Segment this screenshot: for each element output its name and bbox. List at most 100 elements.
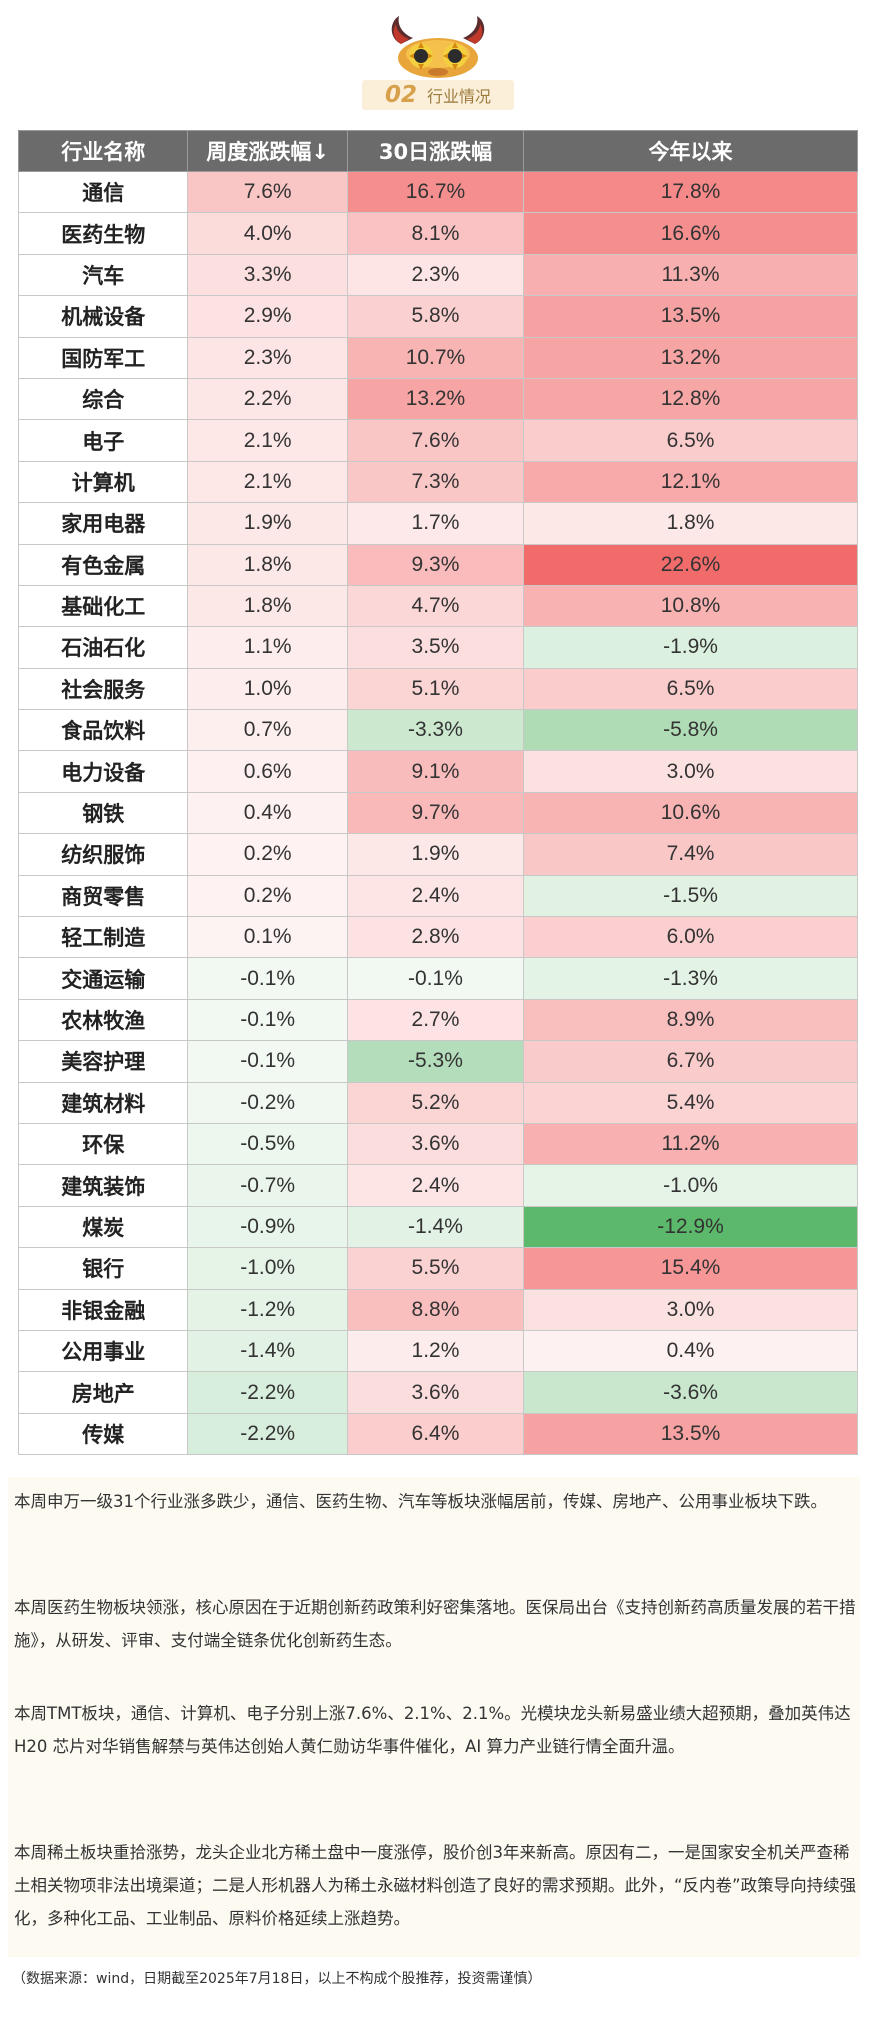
ytd-change-cell: 10.8% — [523, 584, 858, 628]
ytd-change-cell: -1.5% — [523, 874, 858, 918]
30d-change-cell: 4.7% — [346, 584, 525, 628]
30d-change-cell: -3.3% — [346, 709, 525, 752]
weekly-change-cell: 0.2% — [187, 874, 348, 918]
30d-change-cell: -0.1% — [346, 957, 525, 1000]
industry-name-cell: 钢铁 — [17, 791, 189, 835]
table-row: 机械设备 2.9% 5.8% 13.5% — [17, 295, 858, 338]
30d-change-cell: 2.8% — [346, 916, 525, 959]
30d-change-cell: 2.4% — [346, 874, 525, 918]
weekly-change-cell: -0.5% — [187, 1122, 348, 1166]
table-row: 有色金属 1.8% 9.3% 22.6% — [17, 543, 858, 586]
ytd-change-cell: -1.9% — [523, 626, 858, 669]
industry-name-cell: 医药生物 — [17, 212, 189, 255]
industry-name-cell: 建筑材料 — [17, 1081, 189, 1124]
table-row: 商贸零售 0.2% 2.4% -1.5% — [17, 874, 858, 918]
weekly-change-cell: 1.1% — [187, 626, 348, 669]
30d-change-cell: 3.6% — [346, 1371, 525, 1414]
ytd-change-cell: 13.2% — [523, 336, 858, 379]
ytd-change-cell: -5.8% — [523, 709, 858, 752]
industry-name-cell: 社会服务 — [17, 667, 189, 711]
ytd-change-cell: -12.9% — [523, 1205, 858, 1249]
weekly-change-cell: 2.3% — [187, 336, 348, 379]
table-row: 基础化工 1.8% 4.7% 10.8% — [17, 584, 858, 628]
ytd-change-cell: 16.6% — [523, 212, 858, 255]
industry-name-cell: 交通运输 — [17, 957, 189, 1000]
header-30d-change[interactable]: 30日涨跌幅 — [346, 130, 525, 172]
30d-change-cell: 5.2% — [346, 1081, 525, 1124]
ytd-change-cell: 11.3% — [523, 253, 858, 297]
ytd-change-cell: 8.9% — [523, 998, 858, 1042]
weekly-change-cell: 4.0% — [187, 212, 348, 255]
ytd-change-cell: 13.5% — [523, 1412, 858, 1456]
table-row: 建筑材料 -0.2% 5.2% 5.4% — [17, 1081, 858, 1124]
table-row: 环保 -0.5% 3.6% 11.2% — [17, 1122, 858, 1166]
ytd-change-cell: -1.3% — [523, 957, 858, 1000]
weekly-change-cell: -1.0% — [187, 1247, 348, 1290]
table-row: 轻工制造 0.1% 2.8% 6.0% — [17, 916, 858, 959]
ytd-change-cell: 6.5% — [523, 419, 858, 462]
30d-change-cell: 16.7% — [346, 170, 525, 214]
paragraph-pharma: 本周医药生物板块领涨，核心原因在于近期创新药政策利好密集落地。医保局出台《支持创… — [14, 1598, 856, 1650]
table-row: 农林牧渔 -0.1% 2.7% 8.9% — [17, 998, 858, 1042]
ytd-change-cell: -3.6% — [523, 1371, 858, 1414]
weekly-change-cell: -0.2% — [187, 1081, 348, 1124]
table-row: 钢铁 0.4% 9.7% 10.6% — [17, 791, 858, 835]
weekly-change-cell: 0.6% — [187, 750, 348, 793]
industry-name-cell: 计算机 — [17, 460, 189, 504]
table-row: 公用事业 -1.4% 1.2% 0.4% — [17, 1329, 858, 1373]
table-row: 交通运输 -0.1% -0.1% -1.3% — [17, 957, 858, 1000]
section-title: 行业情况 — [427, 87, 492, 106]
weekly-change-cell: -1.4% — [187, 1329, 348, 1373]
industry-name-cell: 电子 — [17, 419, 189, 462]
header-weekly-change[interactable]: 周度涨跌幅↓ — [187, 130, 348, 172]
table-row: 汽车 3.3% 2.3% 11.3% — [17, 253, 858, 297]
industry-name-cell: 纺织服饰 — [17, 833, 189, 876]
industry-name-cell: 煤炭 — [17, 1205, 189, 1249]
ytd-change-cell: 5.4% — [523, 1081, 858, 1124]
30d-change-cell: 13.2% — [346, 377, 525, 421]
30d-change-cell: 2.7% — [346, 998, 525, 1042]
table-row: 美容护理 -0.1% -5.3% 6.7% — [17, 1040, 858, 1083]
table-row: 国防军工 2.3% 10.7% 13.2% — [17, 336, 858, 379]
table-header-row: 行业名称 周度涨跌幅↓ 30日涨跌幅 今年以来 — [17, 130, 858, 172]
industry-name-cell: 通信 — [17, 170, 189, 214]
industry-name-cell: 农林牧渔 — [17, 998, 189, 1042]
table-row: 医药生物 4.0% 8.1% 16.6% — [17, 212, 858, 255]
30d-change-cell: 10.7% — [346, 336, 525, 379]
table-row: 电力设备 0.6% 9.1% 3.0% — [17, 750, 858, 793]
industry-name-cell: 房地产 — [17, 1371, 189, 1414]
30d-change-cell: 5.1% — [346, 667, 525, 711]
30d-change-cell: 6.4% — [346, 1412, 525, 1456]
weekly-change-cell: 3.3% — [187, 253, 348, 297]
30d-change-cell: 3.5% — [346, 626, 525, 669]
30d-change-cell: 9.1% — [346, 750, 525, 793]
industry-name-cell: 石油石化 — [17, 626, 189, 669]
table-row: 纺织服饰 0.2% 1.9% 7.4% — [17, 833, 858, 876]
section-number: 02 — [384, 82, 417, 108]
table-row: 电子 2.1% 7.6% 6.5% — [17, 419, 858, 462]
30d-change-cell: 7.3% — [346, 460, 525, 504]
weekly-change-cell: 2.9% — [187, 295, 348, 338]
weekly-change-cell: -2.2% — [187, 1412, 348, 1456]
weekly-change-cell: 0.4% — [187, 791, 348, 835]
weekly-change-cell: 2.2% — [187, 377, 348, 421]
ytd-change-cell: 1.8% — [523, 502, 858, 545]
header-industry-name[interactable]: 行业名称 — [17, 130, 189, 172]
industry-name-cell: 机械设备 — [17, 295, 189, 338]
ytd-change-cell: 15.4% — [523, 1247, 858, 1290]
ytd-change-cell: 6.0% — [523, 916, 858, 959]
ytd-change-cell: 0.4% — [523, 1329, 858, 1373]
30d-change-cell: -5.3% — [346, 1040, 525, 1083]
ytd-change-cell: 7.4% — [523, 833, 858, 876]
30d-change-cell: 7.6% — [346, 419, 525, 462]
ytd-change-cell: -1.0% — [523, 1164, 858, 1207]
table-row: 非银金融 -1.2% 8.8% 3.0% — [17, 1288, 858, 1331]
industry-performance-table: 行业名称 周度涨跌幅↓ 30日涨跌幅 今年以来 通信 7.6% 16.7% 17.8%… — [17, 130, 858, 1456]
industry-name-cell: 公用事业 — [17, 1329, 189, 1373]
industry-name-cell: 有色金属 — [17, 543, 189, 586]
table-row: 综合 2.2% 13.2% 12.8% — [17, 377, 858, 421]
industry-name-cell: 建筑装饰 — [17, 1164, 189, 1207]
header-ytd-change[interactable]: 今年以来 — [523, 130, 858, 172]
30d-change-cell: 2.3% — [346, 253, 525, 297]
weekly-change-cell: -2.2% — [187, 1371, 348, 1414]
